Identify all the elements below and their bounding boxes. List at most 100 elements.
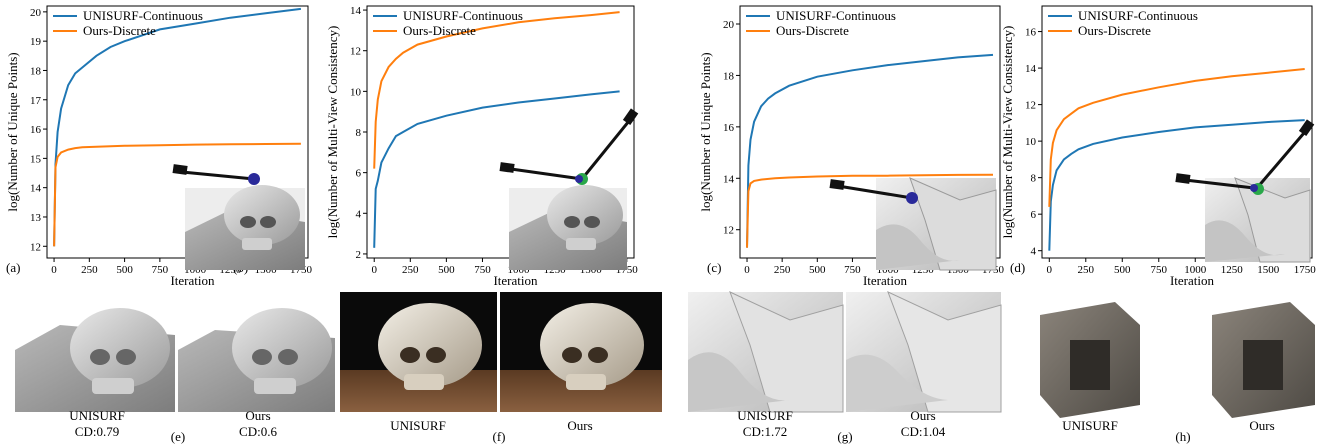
x-tick-label: 500 (1114, 264, 1131, 276)
y-tick-label: 20 (30, 7, 42, 19)
caption-h-right-name: Ours (1249, 418, 1274, 433)
inset-stone-mesh-d (1175, 119, 1315, 263)
x-tick-label: 250 (774, 264, 791, 276)
caption-h-label: (h) (1175, 429, 1190, 444)
y-tick-label: 12 (723, 225, 734, 237)
y-tick-label: 14 (30, 183, 42, 195)
y-tick-label: 18 (30, 65, 42, 77)
y-tick-label: 17 (30, 95, 42, 107)
x-axis-label: Iteration (493, 273, 538, 288)
x-tick-label: 1000 (1184, 264, 1207, 276)
x-tick-label: 500 (438, 264, 455, 276)
x-tick-label: 0 (744, 264, 750, 276)
caption-g-label: (g) (837, 429, 852, 444)
x-tick-label: 500 (116, 264, 133, 276)
plot-frame (46, 5, 309, 259)
y-tick-label: 6 (1031, 209, 1037, 221)
caption-e-right-name: Ours (245, 408, 270, 423)
y-axis-label: log(Number of Multi-View Consistency) (1000, 26, 1015, 239)
y-axis-label: log(Number of Unique Points) (698, 52, 713, 211)
caption-g-left-cd: CD:1.72 (743, 424, 787, 439)
mesh-unisurf-g (688, 291, 844, 413)
y-tick-label: 6 (356, 168, 362, 180)
x-tick-label: 250 (1078, 264, 1095, 276)
x-tick-label: 1500 (1257, 264, 1280, 276)
y-tick-label: 12 (350, 46, 361, 58)
caption-f-label: (f) (493, 429, 506, 444)
mesh-ours-g (846, 291, 1002, 413)
y-axis-label: log(Number of Unique Points) (5, 52, 20, 211)
series-line-ours (1048, 68, 1305, 207)
x-axis-label: Iteration (1170, 273, 1215, 288)
y-tick-label: 8 (1031, 173, 1037, 185)
y-tick-label: 18 (723, 70, 735, 82)
series-line-ours (746, 173, 994, 248)
y-axis-label: log(Number of Multi-View Consistency) (325, 26, 340, 239)
legend-entry: Ours-Discrete (1078, 23, 1151, 38)
y-tick-label: 20 (723, 19, 735, 31)
x-tick-label: 750 (152, 264, 169, 276)
y-tick-label: 12 (30, 241, 41, 253)
x-tick-label: 1250 (1221, 264, 1244, 276)
render-unisurf-f (340, 292, 497, 412)
caption-e-left-cd: CD:0.79 (75, 424, 119, 439)
caption-e-right-cd: CD:0.6 (239, 424, 277, 439)
caption-f-left-name: UNISURF (390, 418, 446, 433)
legend-entry: UNISURF-Continuous (83, 8, 203, 23)
inset-skull-mesh-b (499, 108, 639, 270)
y-tick-label: 12 (1025, 100, 1036, 112)
legend-entry: Ours-Discrete (83, 23, 156, 38)
y-tick-label: 13 (30, 212, 42, 224)
series-line-ours (53, 142, 301, 247)
y-tick-label: 14 (723, 173, 735, 185)
inset-skull-mesh-a (172, 164, 305, 270)
series-line-ours (373, 11, 620, 169)
render-ours-f (500, 292, 662, 412)
mesh-unisurf-e (15, 308, 175, 412)
y-tick-label: 2 (356, 249, 362, 261)
caption-e-label: (e) (171, 429, 185, 444)
x-tick-label: 500 (809, 264, 826, 276)
caption-g-left-name: UNISURF (737, 408, 793, 423)
plot-frame (739, 5, 1001, 259)
caption-f-right-name: Ours (567, 418, 592, 433)
legend-entry: UNISURF-Continuous (1078, 8, 1198, 23)
y-tick-label: 4 (356, 208, 362, 220)
x-tick-label: 0 (1047, 264, 1053, 276)
y-tick-label: 14 (350, 5, 362, 17)
y-tick-label: 15 (30, 153, 42, 165)
y-tick-label: 14 (1025, 63, 1037, 75)
y-tick-label: 16 (1025, 27, 1037, 39)
x-tick-label: 750 (844, 264, 861, 276)
panel-label: (a) (6, 260, 20, 275)
panel-label: (c) (707, 260, 721, 275)
x-tick-label: 0 (371, 264, 377, 276)
series-line-unisurf (53, 7, 302, 247)
x-tick-label: 250 (402, 264, 419, 276)
legend-entry: Ours-Discrete (776, 23, 849, 38)
y-tick-label: 10 (1025, 136, 1037, 148)
x-tick-label: 750 (1151, 264, 1168, 276)
series-line-unisurf (1048, 119, 1305, 251)
x-tick-label: 0 (51, 264, 57, 276)
caption-h-left-name: UNISURF (1062, 418, 1118, 433)
y-tick-label: 16 (30, 124, 42, 136)
y-tick-label: 8 (356, 127, 362, 139)
caption-e-left-name: UNISURF (69, 408, 125, 423)
x-tick-label: 1750 (1294, 264, 1317, 276)
series-line-unisurf (373, 90, 620, 248)
mesh-ours-e (178, 308, 335, 412)
plot-frame (1041, 5, 1313, 259)
series-line-unisurf (746, 53, 994, 248)
y-tick-label: 16 (723, 122, 735, 134)
y-tick-label: 4 (1031, 246, 1037, 258)
x-tick-label: 750 (474, 264, 491, 276)
legend-entry: UNISURF-Continuous (403, 8, 523, 23)
legend-entry: UNISURF-Continuous (776, 8, 896, 23)
x-axis-label: Iteration (863, 273, 908, 288)
x-tick-label: 250 (81, 264, 98, 276)
x-axis-label: Iteration (170, 273, 215, 288)
caption-g-right-cd: CD:1.04 (901, 424, 946, 439)
render-ours-h (1212, 302, 1315, 418)
